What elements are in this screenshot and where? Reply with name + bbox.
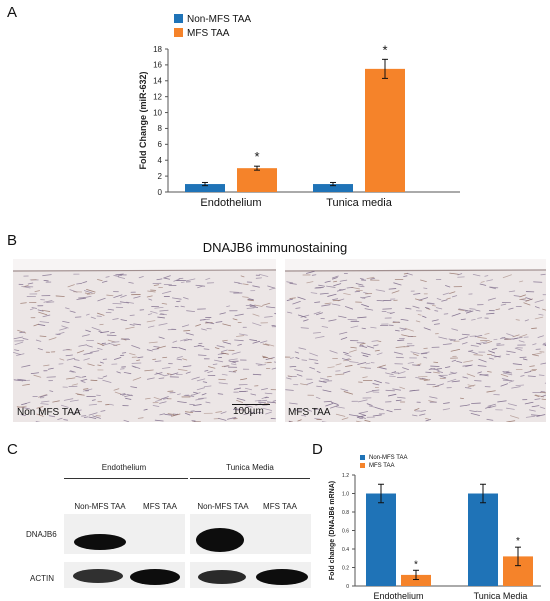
bar-mfs-taa-1 [365, 68, 405, 192]
band-actin-lane-4 [256, 569, 308, 585]
histology-label-mfs: MFS TAA [288, 407, 331, 418]
histology-non-mfs [13, 259, 276, 422]
y-tick-label: 0 [158, 188, 163, 197]
legend-label: Non-MFS TAA [369, 455, 407, 461]
blot-group-tunica-media: Tunica Media [226, 463, 274, 472]
band-dnajb6-lane-1 [74, 534, 126, 550]
significance-mark: * [414, 559, 418, 570]
x-category-label: Tunica media [326, 197, 393, 209]
y-axis-label: Fold Change (miR-632) [138, 71, 148, 169]
panel-letter-b: B [7, 232, 18, 249]
y-tick-label: 0.4 [342, 547, 349, 553]
blot-group-line-endothelium [64, 478, 188, 479]
y-tick-label: 0 [346, 584, 349, 590]
y-axis-label: Fold change (DNAJB6 mRNA) [329, 481, 336, 580]
y-tick-label: 1.2 [342, 473, 349, 479]
immuno-title: DNAJB6 immunostaining [202, 240, 348, 255]
y-tick-label: 14 [153, 77, 162, 86]
y-tick-label: 10 [153, 108, 162, 117]
legend-label: Non-MFS TAA [187, 14, 251, 25]
y-tick-label: 1.0 [342, 491, 349, 497]
y-tick-label: 4 [158, 156, 163, 165]
blot-row-label-dnajb6: DNAJB6 [26, 530, 57, 539]
scale-bar-label: 100µm [233, 406, 264, 417]
band-actin-lane-3 [198, 570, 246, 584]
y-tick-label: 0.6 [342, 528, 349, 534]
blot-group-line-tunica-media [190, 478, 310, 479]
y-tick-label: 18 [153, 45, 162, 54]
bar-mfs-taa-0 [401, 574, 431, 586]
y-tick-label: 2 [158, 172, 163, 181]
legend-label: MFS TAA [369, 463, 394, 469]
band-dnajb6-lane-3 [196, 528, 244, 552]
legend-swatch [360, 463, 365, 468]
blot-row-label-actin: ACTIN [30, 574, 54, 583]
x-category-label: Endothelium [373, 591, 423, 601]
scale-bar [232, 404, 270, 405]
significance-mark: * [382, 42, 387, 57]
blot-group-endothelium: Endothelium [101, 463, 147, 472]
histology-mfs [285, 259, 546, 422]
y-tick-label: 12 [153, 92, 162, 101]
legend-label: MFS TAA [187, 28, 230, 39]
chart-a: 0 2 4 6 8 10 12 14 16 18 Fold Change (miR-632) * End… [138, 14, 460, 209]
band-actin-lane-1 [73, 569, 123, 583]
blot-lane-2: MFS TAA [143, 502, 177, 511]
blot-lane-3: Non-MFS TAA [197, 502, 249, 511]
significance-mark: * [254, 149, 259, 164]
western-blot [64, 514, 311, 588]
y-tick-label: 0.8 [342, 510, 349, 516]
bar-non-mfs-taa-0 [366, 493, 396, 586]
histology-label-non-mfs: Non MFS TAA [17, 407, 81, 418]
panel-letter-a: A [7, 4, 18, 21]
legend-swatch [174, 14, 183, 23]
band-actin-lane-2 [130, 569, 180, 585]
x-category-label: Tunica Media [474, 591, 528, 601]
legend-swatch [174, 28, 183, 37]
blot-lane-4: MFS TAA [263, 502, 297, 511]
y-tick-label: 6 [158, 140, 163, 149]
bar-mfs-taa-0 [237, 168, 277, 192]
blot-lane-1: Non-MFS TAA [74, 502, 126, 511]
bar-non-mfs-taa-1 [468, 493, 498, 586]
y-tick-label: 0.2 [342, 565, 349, 571]
x-category-label: Endothelium [200, 197, 261, 209]
bar-non-mfs-taa-0 [185, 184, 225, 192]
legend-swatch [360, 455, 365, 460]
y-tick-label: 8 [158, 124, 163, 133]
panel-letter-d: D [312, 441, 323, 458]
bar-non-mfs-taa-1 [313, 184, 353, 192]
significance-mark: * [516, 536, 520, 547]
y-tick-label: 16 [153, 61, 162, 70]
panel-letter-c: C [7, 441, 18, 458]
